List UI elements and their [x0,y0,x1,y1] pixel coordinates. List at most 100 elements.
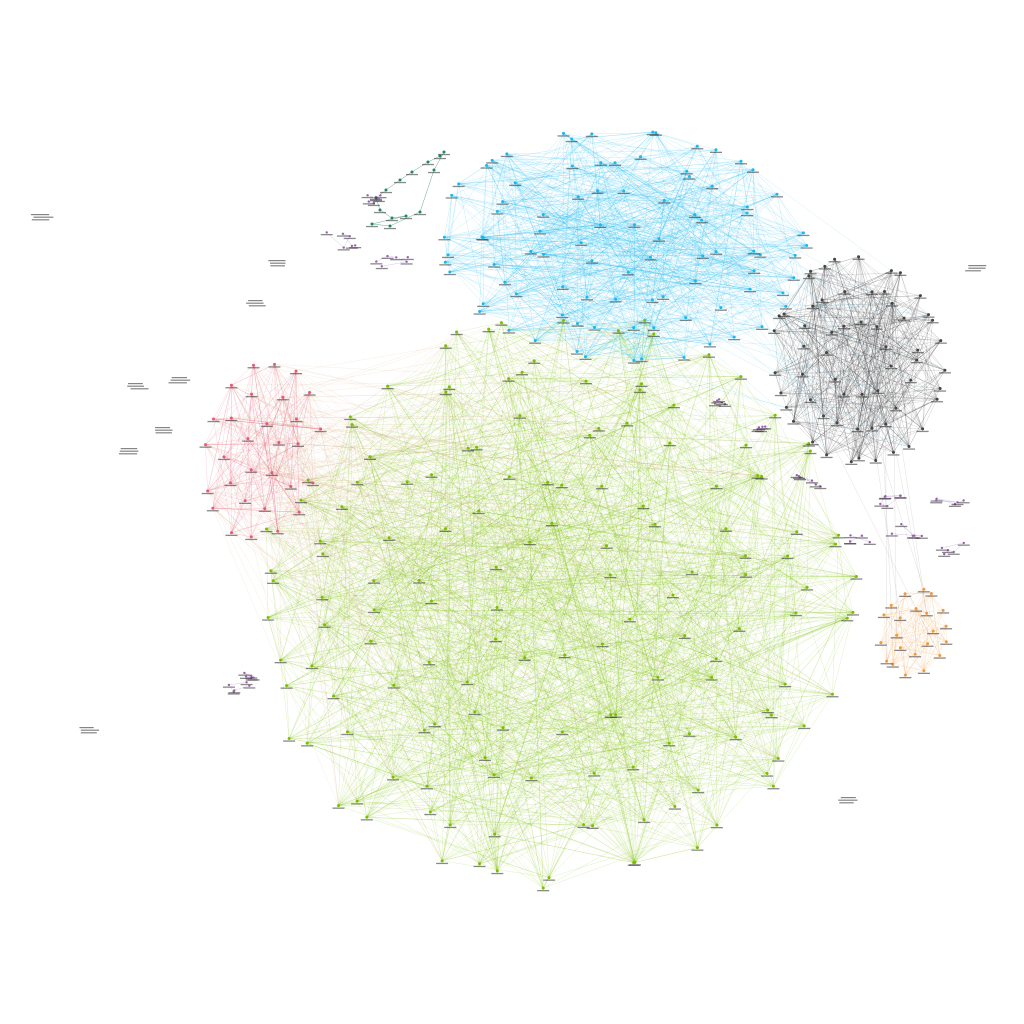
node-green[interactable] [831,692,834,696]
node-green[interactable] [310,664,314,668]
node-orange[interactable] [944,640,948,644]
node-blue[interactable] [492,263,496,266]
node-green[interactable] [547,876,551,880]
node-blue[interactable] [590,132,594,136]
node-green[interactable] [837,533,841,537]
node-dark[interactable] [779,391,783,395]
node-green[interactable] [495,606,499,609]
node-green[interactable] [582,823,586,827]
node-orange[interactable] [895,633,899,637]
node-blue[interactable] [748,287,752,291]
node-blue[interactable] [457,182,461,186]
node-purple[interactable] [366,194,369,197]
node-pink[interactable] [270,471,274,475]
node-blue[interactable] [695,144,699,148]
node-green[interactable] [355,480,359,484]
node-dark[interactable] [843,290,847,294]
node-green[interactable] [345,730,349,734]
node-blue[interactable] [599,161,603,165]
node-teal[interactable] [370,222,374,226]
node-green[interactable] [487,327,491,331]
node-green[interactable] [734,735,738,739]
node-green[interactable] [495,869,499,873]
node-green[interactable] [494,637,498,641]
node-purple[interactable] [943,552,946,556]
node-green[interactable] [773,413,777,417]
node-dark[interactable] [927,313,930,317]
node-green[interactable] [834,542,837,546]
node-purple[interactable] [386,254,389,258]
node-green[interactable] [771,784,775,788]
node-teal[interactable] [426,160,430,164]
node-dark[interactable] [842,392,846,396]
node-purple[interactable] [900,523,903,526]
node-green[interactable] [348,415,352,419]
node-blue[interactable] [752,249,756,253]
node-green[interactable] [653,522,657,526]
node-green[interactable] [417,578,421,582]
node-blue[interactable] [448,270,452,274]
node-dark[interactable] [820,298,824,302]
node-pink[interactable] [230,531,233,535]
node-blue[interactable] [481,302,485,306]
node-teal[interactable] [398,178,402,182]
node-green[interactable] [783,682,787,686]
node-purple[interactable] [956,501,959,504]
node-pink[interactable] [229,481,232,485]
node-purple[interactable] [350,244,354,248]
node-green[interactable] [744,443,748,447]
node-orange[interactable] [879,641,883,645]
node-blue[interactable] [732,335,736,339]
node-blue[interactable] [745,211,749,215]
node-green[interactable] [475,445,479,449]
node-blue[interactable] [507,328,511,332]
node-dark[interactable] [835,421,839,425]
node-dark[interactable] [916,348,920,352]
node-pink[interactable] [211,506,215,510]
node-dark[interactable] [807,274,811,278]
node-blue[interactable] [651,130,655,134]
node-purple[interactable] [342,246,345,249]
node-green[interactable] [770,713,773,717]
node-purple[interactable] [233,689,236,692]
node-pink[interactable] [263,507,267,511]
node-green[interactable] [560,483,564,487]
node-purple[interactable] [348,235,351,238]
node-pink[interactable] [295,417,298,421]
node-orange[interactable] [944,624,948,628]
node-purple[interactable] [962,499,965,502]
node-purple[interactable] [810,479,814,482]
node-green[interactable] [372,579,376,583]
node-dark[interactable] [856,427,860,431]
node-dark[interactable] [857,456,861,460]
node-blue[interactable] [529,249,533,253]
node-purple[interactable] [890,532,894,535]
node-green[interactable] [668,441,672,445]
node-orange[interactable] [929,592,933,595]
node-blue[interactable] [701,254,705,258]
node-purple[interactable] [911,534,915,537]
node-green[interactable] [386,384,390,388]
node-blue[interactable] [593,326,596,329]
node-dark[interactable] [907,445,911,448]
node-dark[interactable] [773,371,777,375]
node-pink[interactable] [229,383,233,387]
node-green[interactable] [786,554,790,558]
node-blue[interactable] [570,137,574,141]
node-green[interactable] [494,565,498,569]
node-blue[interactable] [495,209,499,213]
node-green[interactable] [265,527,268,531]
node-dark[interactable] [782,312,786,316]
node-green[interactable] [760,474,764,478]
node-pink[interactable] [212,417,215,421]
node-green[interactable] [532,359,536,363]
node-blue[interactable] [560,313,564,317]
node-green[interactable] [641,504,645,508]
node-green[interactable] [597,426,601,430]
node-purple[interactable] [814,483,817,486]
node-orange[interactable] [931,629,935,633]
node-green[interactable] [466,446,470,450]
node-blue[interactable] [626,270,630,274]
node-teal[interactable] [378,208,382,212]
node-green[interactable] [739,375,743,379]
